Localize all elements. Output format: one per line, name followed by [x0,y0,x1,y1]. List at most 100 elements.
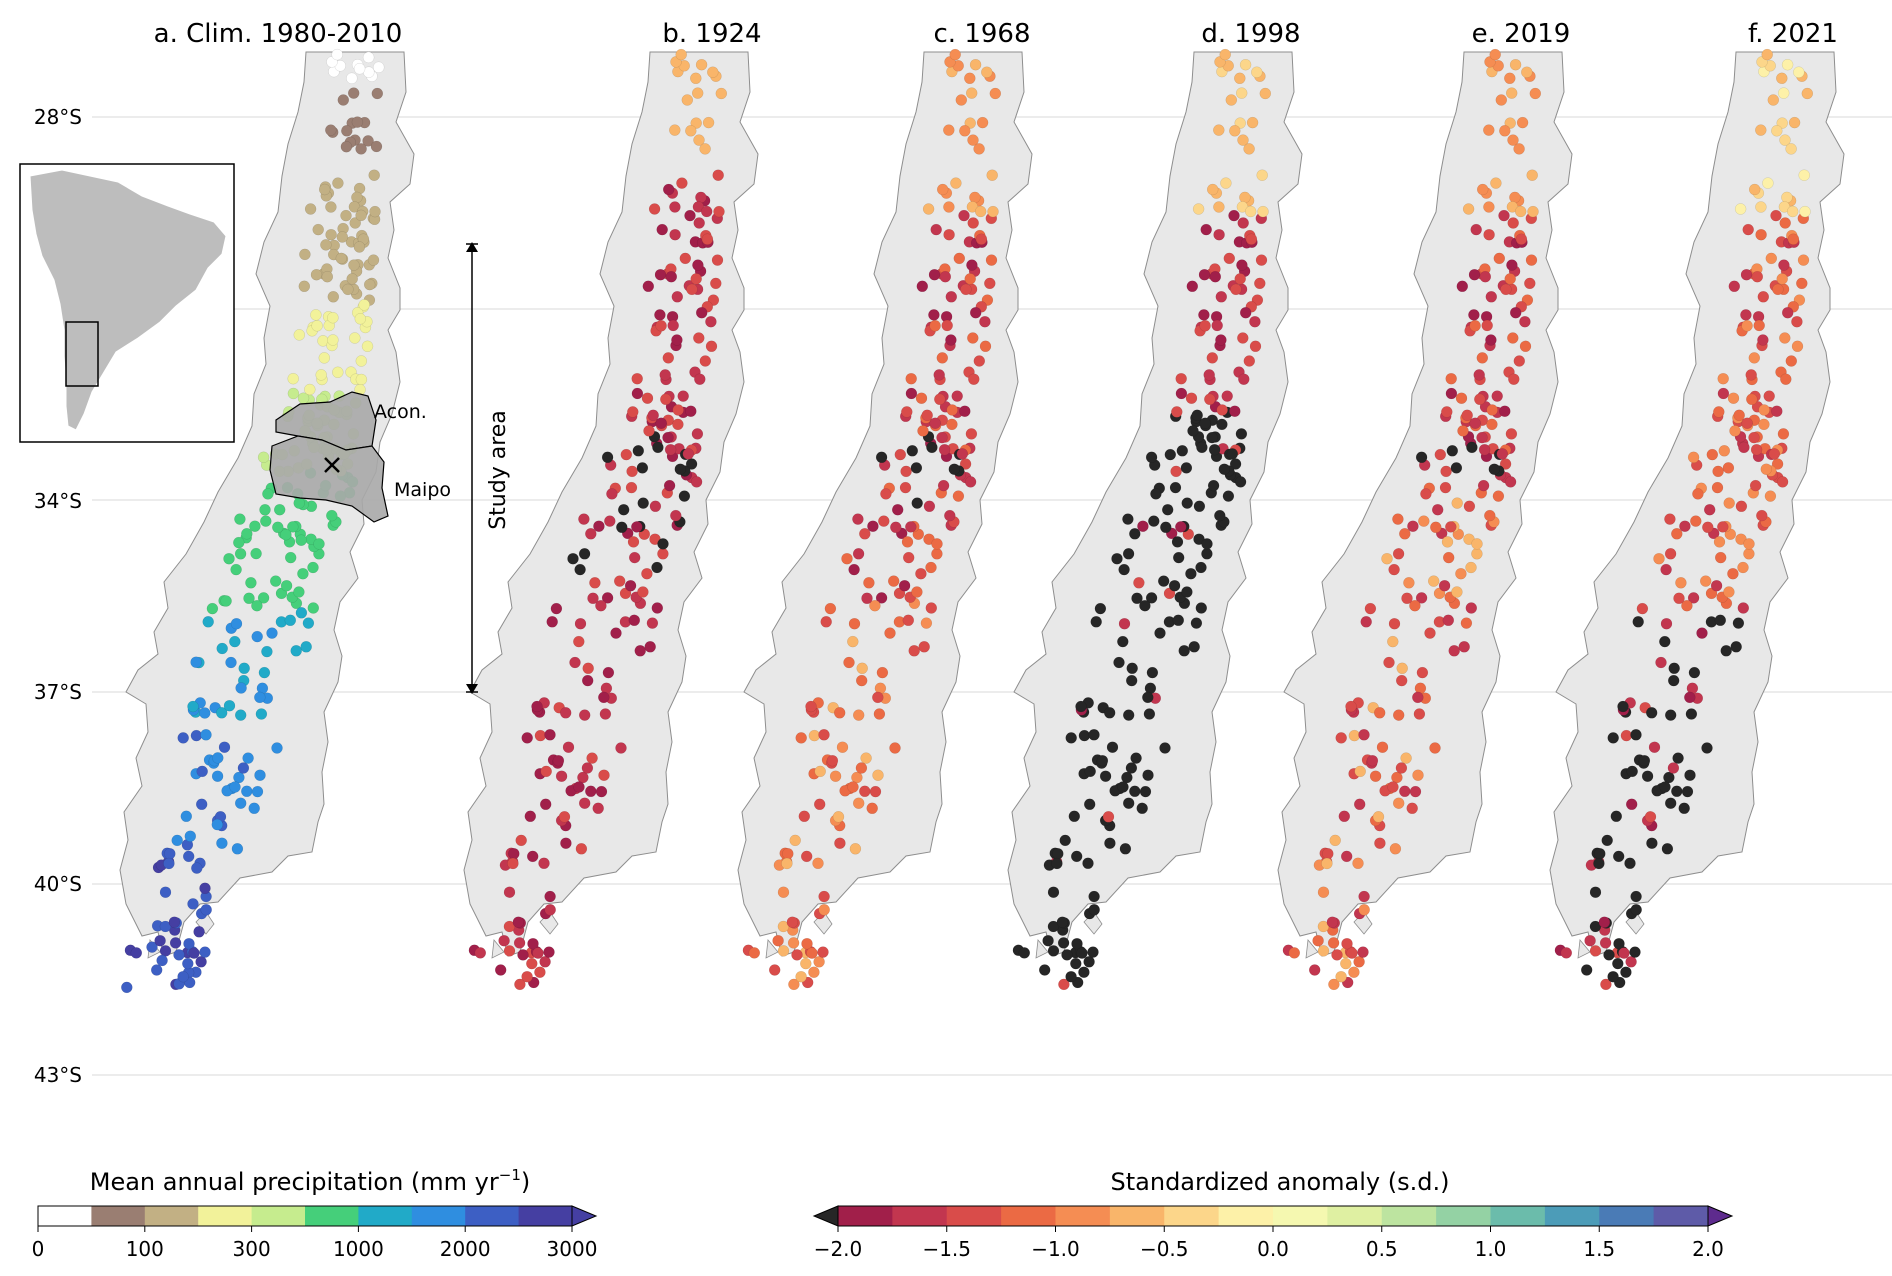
anomaly-colorbar-tick-label: −2.0 [814,1237,863,1261]
station-dot [295,607,308,619]
station-dots-panel-c [742,48,1002,991]
station-dot [284,614,297,627]
station-dot [295,534,307,546]
station-dot [1442,551,1455,564]
station-dot [195,956,207,968]
station-dot [1696,627,1708,639]
station-dots-panel-e [1282,48,1542,991]
station-dot [934,393,946,406]
station-dot [1509,306,1522,319]
station-dot [812,857,824,870]
station-dot [168,916,181,928]
station-dot [602,666,615,679]
anomaly-colorbar-bin [838,1206,893,1226]
station-dot [1470,223,1482,236]
station-dot [1348,729,1361,742]
station-dot [159,886,172,898]
station-dot [223,552,235,565]
station-dot [1424,627,1436,639]
station-dot [922,203,935,215]
station-dot [1335,970,1347,983]
station-dot [1059,834,1071,847]
station-dot [945,291,958,303]
station-dot [1133,577,1145,589]
station-dot [1358,890,1370,903]
panel-title-a: a. Clim. 1980-2010 [154,19,403,49]
station-dot [237,762,250,774]
station-dot [1169,481,1182,494]
station-dot [552,754,565,767]
station-dot [1589,886,1602,898]
station-dot [1234,117,1246,129]
station-dot [546,616,558,628]
station-dot [832,811,845,823]
station-dot [649,500,662,513]
station-dot [1760,463,1773,475]
station-dot [1142,769,1154,781]
station-dot [355,355,368,367]
station-dot [1180,462,1193,474]
station-dot [1617,700,1629,713]
station-dot [1341,937,1353,950]
chile-map-panel-d [1007,51,1303,959]
station-dot [1723,497,1735,509]
station-dot [1117,781,1129,793]
station-dot [1706,448,1719,461]
station-dot [1620,729,1633,742]
station-dot [512,916,525,928]
station-dot [243,592,255,605]
station-dot [1737,602,1750,614]
station-dot [1505,87,1518,99]
station-dot [965,87,978,99]
precip-colorbar-title-end: ) [521,1168,530,1196]
station-dot [1171,536,1184,548]
station-dot [928,268,941,281]
station-dot [325,124,337,136]
station-dot [358,299,370,311]
station-dot [1507,332,1519,344]
station-dot [1056,916,1069,928]
station-dot [1131,592,1143,605]
station-dot [1675,577,1687,589]
station-dot [911,586,923,598]
station-dot [1234,72,1246,85]
station-dot [1235,428,1248,440]
station-dot [637,497,649,509]
station-dot [1209,270,1222,283]
anomaly-colorbar-bin [892,1206,948,1226]
station-dot [1236,259,1248,271]
station-dot [372,61,385,74]
station-dot [1409,599,1421,612]
station-dot [1734,203,1747,215]
station-dot [234,513,246,525]
station-dot [1776,273,1788,285]
station-dot [229,781,241,793]
station-dot [1742,223,1754,236]
station-dot [712,169,724,181]
station-dot [1659,781,1671,793]
station-dot [943,124,955,136]
station-dot [1254,277,1266,290]
station-dot [918,641,930,653]
station-dot [1748,352,1761,364]
station-dot [1613,937,1625,950]
station-dot [299,248,311,261]
station-dot [507,857,519,870]
station-dot [332,177,344,189]
station-dot [327,334,339,346]
station-dot [1317,920,1330,933]
station-dot [1215,291,1228,303]
station-dot [1259,87,1272,100]
station-dot [193,926,205,938]
station-dot [258,666,271,679]
precip-colorbar-title-main: Mean annual precipitation (mm yr [90,1168,499,1196]
station-dot [223,699,236,712]
station-dot [1507,134,1519,146]
station-dot [678,490,691,502]
station-dot [1249,340,1262,353]
station-dot [1234,273,1246,285]
station-dot [346,72,358,85]
station-dot [1190,617,1203,629]
station-dot [852,709,865,721]
station-dot [1145,592,1158,604]
